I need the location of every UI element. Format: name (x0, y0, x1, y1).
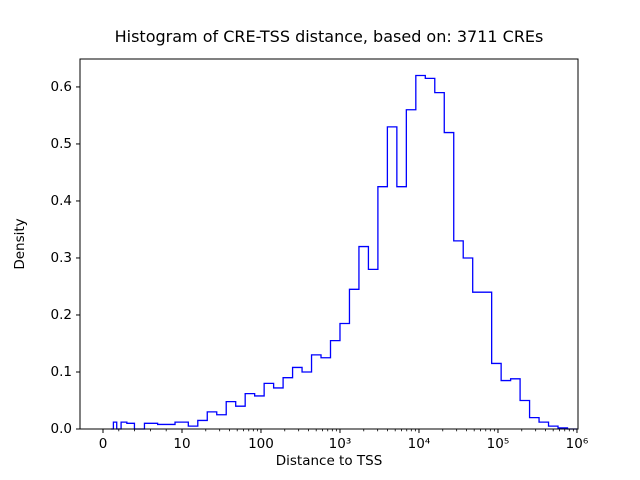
y-tick-label-6: 0.6 (51, 79, 72, 95)
x-tick-label-3: 10³ (329, 436, 352, 452)
x-tick-label-4: 10⁴ (408, 436, 431, 452)
x-tick-label-5: 10⁵ (487, 436, 510, 452)
x-axis-label: Distance to TSS (276, 453, 383, 469)
chart-title: Histogram of CRE-TSS distance, based on:… (115, 27, 544, 46)
y-tick-label-2: 0.2 (51, 307, 72, 323)
y-tick-label-1: 0.1 (51, 364, 72, 380)
histogram-series (110, 74, 577, 430)
y-tick-label-0: 0.0 (51, 421, 72, 437)
histogram-step-line (110, 74, 577, 430)
y-tick-label-4: 0.4 (51, 193, 72, 209)
x-tick-label-2: 100 (248, 436, 274, 452)
x-tick-label-0: 0 (99, 436, 108, 452)
x-tick-label-6: 10⁶ (566, 436, 589, 452)
tick-labels: 0 10 100 10³ 10⁴ 10⁵ 10⁶ 0.0 0.1 0.2 0.3 0.4 0.5 0.6 (51, 79, 589, 452)
y-tick-label-3: 0.3 (51, 250, 72, 266)
y-tick-label-5: 0.5 (51, 136, 72, 152)
y-axis-label: Density (12, 218, 28, 269)
major-ticks (76, 86, 578, 433)
minor-ticks (118, 429, 574, 432)
x-tick-label-1: 10 (173, 436, 190, 452)
plot-area (79, 58, 579, 430)
